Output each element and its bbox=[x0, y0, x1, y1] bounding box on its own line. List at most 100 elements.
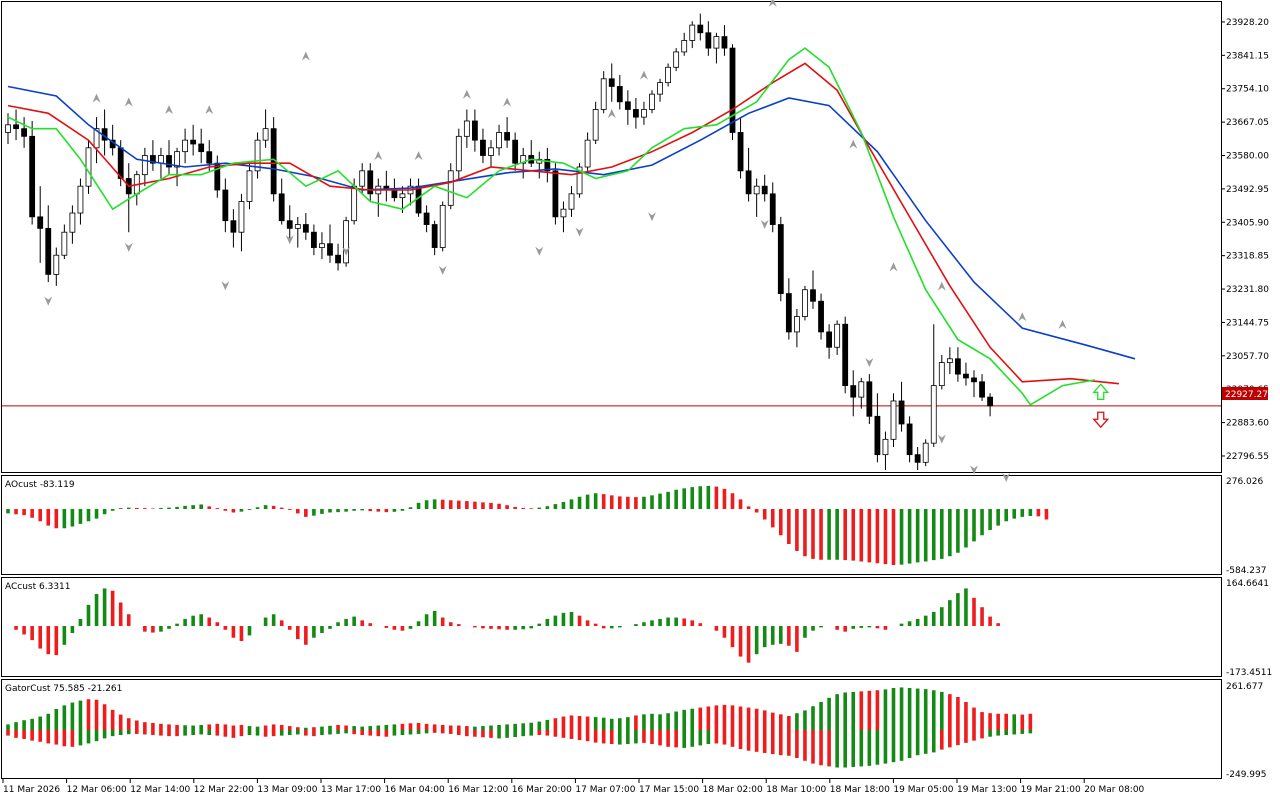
bull-candle bbox=[455, 135, 462, 172]
price-tick-label: 23144.75 bbox=[1226, 318, 1269, 328]
bear-candle bbox=[761, 185, 768, 195]
bull-candle bbox=[5, 124, 11, 133]
bear-candle bbox=[504, 132, 511, 141]
bull-candle bbox=[359, 170, 366, 187]
bear-candle bbox=[198, 143, 205, 153]
bear-candle bbox=[166, 155, 172, 168]
price-tick-label: 23667.05 bbox=[1226, 118, 1269, 128]
bull-candle bbox=[53, 254, 60, 275]
ao-histogram bbox=[6, 485, 1049, 565]
bull-candle bbox=[254, 139, 261, 172]
bull-candle bbox=[343, 220, 350, 264]
price-plot-layer bbox=[2, 0, 1221, 482]
bull-candle bbox=[890, 400, 897, 440]
bear-candle bbox=[785, 293, 792, 333]
bull-candle bbox=[520, 155, 527, 164]
alligator-teeth-line bbox=[7, 62, 1119, 385]
fractal-down-icon bbox=[342, 246, 351, 256]
fractal-down-icon bbox=[575, 227, 584, 237]
bear-candle bbox=[335, 254, 341, 264]
time-tick-label: 11 Mar 2026 bbox=[3, 785, 60, 795]
ac-min-label: -173.4511 bbox=[1226, 668, 1272, 678]
bear-candle bbox=[721, 36, 728, 49]
bull-candle bbox=[882, 438, 889, 456]
price-tick-label: 23580.00 bbox=[1226, 151, 1269, 161]
bull-candle bbox=[399, 193, 406, 199]
bull-candle bbox=[681, 40, 688, 53]
bear-candle bbox=[423, 212, 430, 225]
alligator-jaw-line bbox=[7, 85, 1136, 360]
bear-candle bbox=[979, 381, 985, 398]
price-tick-label: 23405.90 bbox=[1226, 218, 1269, 228]
main-price-panel[interactable] bbox=[1, 1, 1222, 473]
bear-candle bbox=[37, 216, 44, 229]
fractal-up-icon bbox=[124, 97, 133, 107]
bull-candle bbox=[689, 24, 696, 41]
bear-candle bbox=[826, 331, 832, 348]
price-tick-label: 23492.95 bbox=[1226, 185, 1269, 195]
gator-min-label: -249.995 bbox=[1226, 770, 1266, 780]
ac-title: ACcust 6.3311 bbox=[5, 582, 71, 592]
bull-candle bbox=[600, 78, 607, 110]
bear-candle bbox=[616, 86, 623, 103]
bull-candle bbox=[93, 128, 100, 149]
bull-candle bbox=[238, 201, 245, 233]
time-tick-label: 20 Mar 08:00 bbox=[1084, 785, 1144, 795]
bear-candle bbox=[906, 423, 913, 456]
bear-candle bbox=[480, 139, 486, 156]
fractal-up-icon bbox=[889, 262, 898, 272]
current-price-badge bbox=[1222, 387, 1268, 400]
bear-candle bbox=[898, 400, 905, 425]
bear-candle bbox=[769, 193, 776, 225]
bear-candle bbox=[391, 189, 398, 199]
bear-candle bbox=[230, 220, 237, 233]
fractal-down-icon bbox=[865, 357, 874, 367]
fractal-up-icon bbox=[849, 139, 858, 149]
bull-candle bbox=[930, 385, 937, 444]
bear-candle bbox=[697, 24, 704, 34]
ao-panel[interactable] bbox=[1, 475, 1222, 575]
fractal-up-icon bbox=[1058, 319, 1067, 329]
bear-candle bbox=[608, 78, 615, 87]
bear-candle bbox=[45, 227, 52, 275]
gator-panel[interactable] bbox=[1, 679, 1222, 779]
ao-min-label: -584.237 bbox=[1226, 566, 1266, 576]
fractal-down-icon bbox=[285, 235, 294, 245]
bear-candle bbox=[850, 385, 857, 398]
bull-candle bbox=[61, 231, 68, 256]
bear-candle bbox=[874, 415, 881, 456]
bull-candle bbox=[496, 132, 502, 149]
bear-candle bbox=[914, 454, 921, 463]
fractal-up-icon bbox=[462, 89, 471, 99]
bull-candle bbox=[657, 82, 663, 95]
bull-candle bbox=[77, 185, 84, 214]
buy-signal-arrow-icon bbox=[1092, 383, 1110, 400]
price-tick-label: 23231.80 bbox=[1226, 285, 1269, 295]
bull-candle bbox=[673, 51, 680, 68]
ac-panel[interactable] bbox=[1, 577, 1222, 677]
fractal-down-icon bbox=[648, 212, 656, 222]
bear-candle bbox=[624, 101, 631, 110]
bull-candle bbox=[922, 442, 929, 463]
time-tick-label: 19 Mar 21:00 bbox=[1021, 785, 1081, 795]
bull-candle bbox=[488, 147, 494, 156]
bear-candle bbox=[21, 128, 28, 137]
ac-histogram bbox=[14, 588, 1000, 663]
ao-title: AOcust -83.119 bbox=[5, 480, 75, 490]
time-tick-label: 16 Mar 04:00 bbox=[385, 785, 445, 795]
time-axis: 11 Mar 2026 12 Mar 06:00 12 Mar 14:00 12 Ma… bbox=[2, 779, 1145, 795]
bear-candle bbox=[278, 193, 285, 222]
fractal-down-icon bbox=[124, 242, 133, 252]
fractal-up-icon bbox=[607, 108, 616, 118]
bear-candle bbox=[149, 155, 156, 164]
bull-candle bbox=[858, 381, 865, 398]
bear-candle bbox=[327, 243, 333, 256]
bull-candle bbox=[938, 362, 945, 387]
time-tick-label: 18 Mar 18:00 bbox=[830, 785, 890, 795]
fractal-up-icon bbox=[301, 51, 310, 61]
fractal-up-icon bbox=[639, 70, 648, 80]
bear-candle bbox=[777, 224, 784, 294]
time-tick-label: 13 Mar 09:00 bbox=[257, 785, 317, 795]
bull-candle bbox=[576, 166, 583, 195]
time-tick-label: 17 Mar 15:00 bbox=[639, 785, 699, 795]
